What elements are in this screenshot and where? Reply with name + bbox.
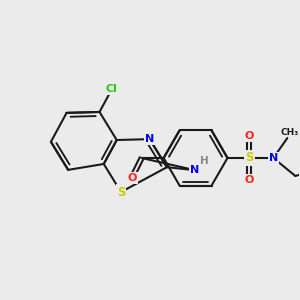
Text: O: O bbox=[127, 173, 136, 183]
Text: S: S bbox=[117, 185, 125, 199]
Text: S: S bbox=[245, 152, 254, 164]
Text: N: N bbox=[269, 153, 278, 163]
Text: O: O bbox=[245, 175, 254, 185]
Text: O: O bbox=[245, 131, 254, 141]
Text: H: H bbox=[200, 156, 209, 166]
Text: N: N bbox=[145, 134, 154, 144]
Text: Cl: Cl bbox=[106, 84, 118, 94]
Text: N: N bbox=[190, 165, 200, 175]
Text: CH₃: CH₃ bbox=[280, 128, 298, 136]
